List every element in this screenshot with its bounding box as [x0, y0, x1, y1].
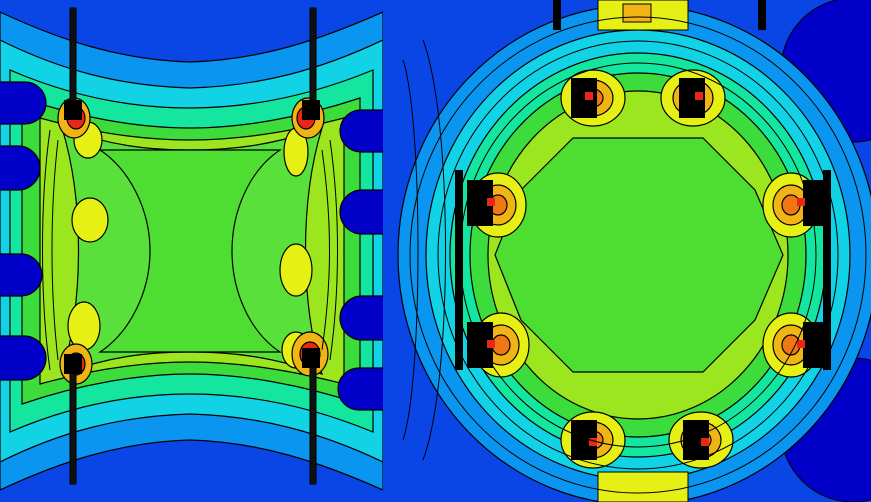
left-field-plot — [0, 0, 383, 502]
right-field-plot — [383, 0, 871, 502]
left-contour-bands — [0, 12, 383, 490]
